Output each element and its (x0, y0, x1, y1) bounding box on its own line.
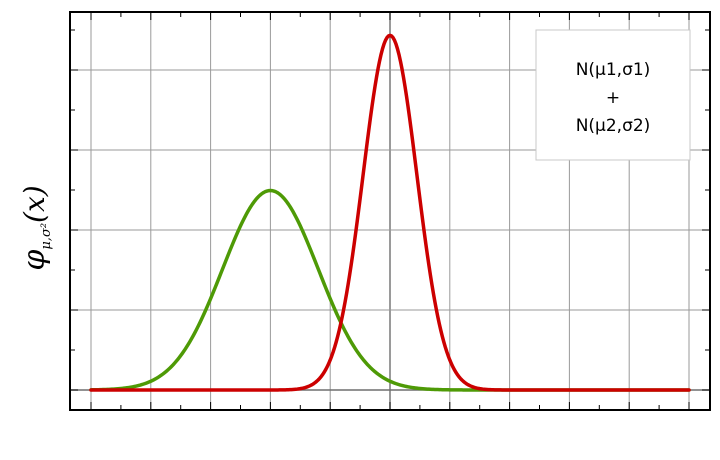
legend-line-1: N(μ1,σ1) (576, 60, 651, 80)
y-axis-label-symbol: φ (17, 250, 52, 271)
y-axis-label-arg: (x) (18, 185, 51, 223)
legend-line-3: N(μ2,σ2) (576, 116, 651, 136)
plot-frame (69, 11, 711, 411)
y-axis-label-subscript: μ,σ² (39, 223, 54, 250)
y-axis-label: φμ,σ²(x) (17, 185, 54, 270)
legend: N(μ1,σ1) + N(μ2,σ2) (535, 29, 691, 161)
svg-text:φμ,σ²(x): φμ,σ²(x) (17, 185, 54, 270)
series-line-2 (89, 33, 691, 392)
series-group (89, 33, 691, 392)
legend-line-2: + (606, 88, 620, 108)
legend-box (535, 29, 691, 161)
